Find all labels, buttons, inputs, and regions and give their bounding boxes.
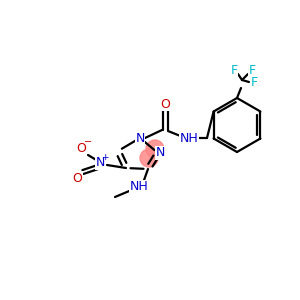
Text: N: N: [135, 131, 145, 145]
Text: NH: NH: [180, 131, 198, 145]
Text: O: O: [72, 172, 82, 184]
Text: F: F: [248, 64, 256, 76]
Text: F: F: [230, 64, 238, 76]
Circle shape: [140, 149, 158, 167]
Text: O: O: [76, 142, 86, 154]
Text: O: O: [160, 98, 170, 110]
Text: NH: NH: [130, 181, 148, 194]
Circle shape: [146, 140, 164, 158]
Text: N: N: [95, 157, 105, 169]
Text: +: +: [101, 154, 109, 163]
Text: −: −: [84, 137, 92, 147]
Text: F: F: [250, 76, 258, 88]
Text: N: N: [155, 146, 165, 160]
